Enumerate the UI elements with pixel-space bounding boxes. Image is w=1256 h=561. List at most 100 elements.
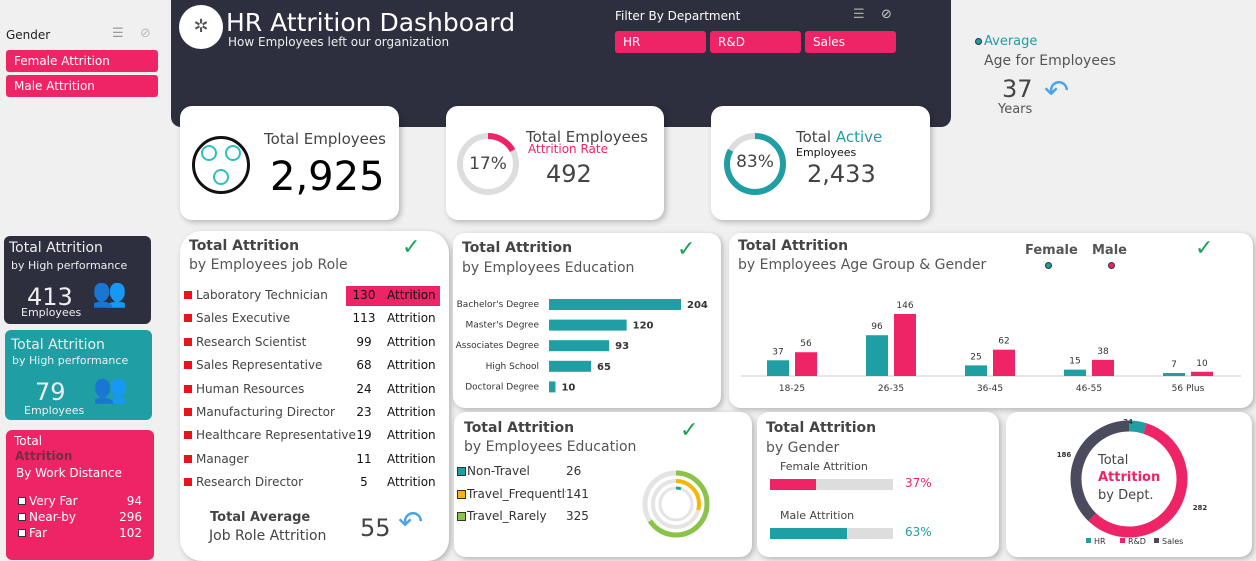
legend-dot (1045, 262, 1052, 269)
role-value: 19 (356, 428, 372, 443)
role-value: 68 (356, 358, 372, 373)
checkmark-icon: ✓ (402, 235, 421, 260)
checkbox-icon[interactable] (18, 529, 26, 537)
data-label: 15 (1069, 357, 1080, 367)
legend-swatch (1086, 538, 1091, 543)
work-distance-card: Total Attrition By Work Distance (6, 430, 154, 560)
travel-label: Non-Travel (467, 464, 530, 478)
table-row[interactable]: Research Scientist 99 Attrition (184, 333, 440, 353)
slice-label: 282 (1193, 504, 1208, 512)
average-age-value: 37 (1002, 75, 1033, 103)
bullet-icon (184, 314, 192, 323)
dept-card: 24 282 186 HR R&D Sales Total Attrition by De… (1006, 412, 1252, 557)
table-row[interactable]: Healthcare Representative 19 Attrition (184, 426, 440, 446)
role-name: Research Director (196, 475, 304, 490)
data-label: 93 (615, 341, 629, 352)
role-suffix: Attrition (387, 475, 436, 490)
role-name: Sales Representative (196, 358, 323, 373)
group-people-icon: 👥 (93, 372, 128, 405)
legend-swatch (1154, 538, 1159, 543)
gender-slicer: Gender ☰ ⊘ Female Attrition Male Attriti… (0, 0, 165, 100)
attrition-rate-ring (457, 133, 519, 195)
data-label: 65 (597, 362, 611, 373)
travel-row: Travel_Frequently 141 (456, 486, 596, 505)
avg-title: Total Average (210, 510, 311, 525)
clear-filter-icon[interactable]: ⊘ (881, 7, 892, 22)
role-value: 5 (360, 475, 368, 490)
data-label: 56 (800, 339, 812, 349)
distance-label: Far (29, 526, 48, 540)
card-subtitle: by Gender (766, 440, 840, 456)
bar-female (1064, 369, 1086, 376)
gender-row: Male Attrition 63% (770, 509, 940, 549)
kpi-value: 492 (546, 160, 592, 188)
header-banner: ✲ HR Attrition Dashboard How Employees l… (171, 0, 951, 127)
data-label: 146 (896, 301, 913, 311)
travel-value: 141 (566, 486, 589, 501)
kpi-subtitle: Attrition Rate (528, 142, 608, 156)
table-row[interactable]: Research Director 5 Attrition (184, 473, 440, 493)
checkbox-icon[interactable] (18, 513, 26, 521)
bar (549, 381, 556, 393)
slicer-male[interactable]: Male Attrition (6, 75, 158, 97)
highlight (346, 286, 440, 306)
card-subtitle: By Work Distance (16, 466, 122, 480)
kpi-title: Total Employees (264, 130, 386, 148)
bar-male (1092, 359, 1114, 376)
active-percent: 83% (736, 152, 774, 172)
card-title: Total Attrition (11, 337, 105, 353)
role-value: 113 (352, 311, 376, 326)
checkmark-icon: ✓ (1195, 236, 1214, 261)
avg-subtitle: Job Role Attrition (209, 528, 327, 544)
progress-track (770, 528, 893, 539)
table-row[interactable]: Sales Representative 68 Attrition (184, 356, 440, 376)
average-label: Average (984, 34, 1038, 49)
distance-value: 102 (119, 526, 142, 540)
data-label: 204 (687, 300, 708, 311)
table-row[interactable]: Laboratory Technician 130 Attrition (184, 286, 440, 306)
table-row[interactable]: Manager 11 Attrition (184, 450, 440, 470)
reply-arrow-icon: ↶ (398, 505, 424, 540)
bullet-icon (184, 384, 192, 393)
education-card: Total Attrition by Employees Education ✓… (453, 233, 721, 408)
donut-slice-0 (1128, 420, 1147, 434)
role-suffix: Attrition (387, 288, 436, 302)
data-label: 38 (1097, 347, 1109, 357)
distance-value: 296 (119, 510, 142, 524)
bar (549, 360, 592, 372)
bullet-icon (184, 454, 192, 463)
dept-sales[interactable]: Sales (805, 31, 896, 53)
progress-track (770, 479, 893, 490)
role-value: 99 (356, 334, 372, 349)
table-row[interactable]: Sales Executive 113 Attrition (184, 309, 440, 329)
table-row[interactable]: Human Resources 24 Attrition (184, 380, 440, 400)
travel-value: 26 (566, 464, 582, 478)
dashboard-title: HR Attrition Dashboard (226, 8, 516, 37)
role-value: 24 (356, 381, 372, 396)
category-label: High School (486, 362, 539, 372)
legend-swatch (457, 467, 466, 476)
rate-percent: 17% (469, 154, 507, 174)
dept-rnd[interactable]: R&D (710, 31, 801, 53)
bar-male (894, 314, 916, 376)
reply-arrow-icon: ↶ (1044, 74, 1070, 109)
role-name: Sales Executive (196, 311, 291, 326)
legend-label: Sales (1162, 537, 1183, 546)
bar-male (993, 349, 1015, 376)
education-bar-chart: Bachelor's Degree 204 Master's Degree 120 As… (456, 299, 708, 393)
slicer-female[interactable]: Female Attrition (6, 50, 158, 72)
kpi-subtitle: Employees (796, 146, 857, 159)
travel-radial-chart (642, 470, 710, 538)
travel-value: 325 (566, 509, 589, 523)
dept-hr[interactable]: HR (615, 31, 706, 53)
checkbox-icon[interactable] (18, 497, 26, 505)
gender-slicer-title: Gender (6, 28, 51, 42)
role-name: Healthcare Representative (196, 428, 356, 443)
multi-select-icon[interactable]: ☰ (853, 7, 865, 22)
role-suffix: Attrition (387, 334, 436, 349)
clear-filter-icon[interactable]: ⊘ (140, 26, 151, 41)
table-row[interactable]: Manufacturing Director 23 Attrition (184, 403, 440, 423)
role-suffix: Attrition (387, 381, 436, 396)
multi-select-icon[interactable]: ☰ (112, 26, 124, 41)
